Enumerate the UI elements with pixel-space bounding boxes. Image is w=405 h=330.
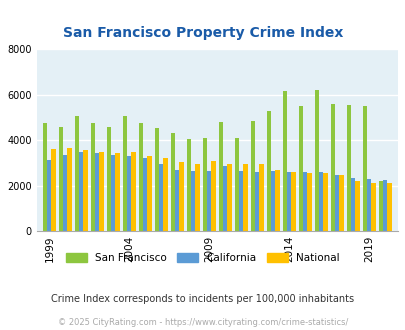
Bar: [179, 162, 183, 231]
Bar: [302, 172, 307, 231]
Bar: [339, 176, 343, 231]
Bar: [95, 153, 99, 231]
Bar: [99, 151, 104, 231]
Bar: [127, 156, 131, 231]
Bar: [271, 171, 275, 231]
Bar: [286, 172, 291, 231]
Bar: [147, 156, 151, 231]
Bar: [334, 176, 339, 231]
Bar: [111, 155, 115, 231]
Bar: [330, 104, 334, 231]
Bar: [366, 179, 370, 231]
Bar: [83, 150, 87, 231]
Bar: [307, 173, 311, 231]
Bar: [370, 183, 375, 231]
Bar: [63, 155, 67, 231]
Bar: [186, 139, 191, 231]
Bar: [59, 127, 63, 231]
Bar: [346, 105, 350, 231]
Bar: [175, 170, 179, 231]
Bar: [378, 181, 382, 231]
Bar: [318, 172, 322, 231]
Text: Crime Index corresponds to incidents per 100,000 inhabitants: Crime Index corresponds to incidents per…: [51, 294, 354, 304]
Bar: [51, 149, 55, 231]
Bar: [222, 166, 227, 231]
Bar: [291, 172, 295, 231]
Bar: [362, 106, 366, 231]
Bar: [282, 91, 286, 231]
Bar: [191, 171, 195, 231]
Bar: [154, 128, 159, 231]
Bar: [275, 170, 279, 231]
Bar: [243, 164, 247, 231]
Bar: [259, 164, 263, 231]
Bar: [386, 183, 390, 231]
Bar: [159, 164, 163, 231]
Bar: [139, 123, 143, 231]
Bar: [211, 161, 215, 231]
Bar: [47, 159, 51, 231]
Bar: [91, 123, 95, 231]
Bar: [195, 164, 199, 231]
Bar: [350, 178, 354, 231]
Bar: [107, 127, 111, 231]
Bar: [171, 133, 175, 231]
Bar: [143, 158, 147, 231]
Bar: [314, 90, 318, 231]
Bar: [218, 122, 222, 231]
Bar: [79, 151, 83, 231]
Bar: [322, 173, 327, 231]
Bar: [163, 158, 167, 231]
Bar: [354, 181, 359, 231]
Bar: [131, 151, 135, 231]
Bar: [122, 116, 127, 231]
Bar: [43, 123, 47, 231]
Bar: [234, 138, 239, 231]
Text: San Francisco Property Crime Index: San Francisco Property Crime Index: [63, 26, 342, 40]
Bar: [67, 148, 72, 231]
Bar: [254, 172, 259, 231]
Text: © 2025 CityRating.com - https://www.cityrating.com/crime-statistics/: © 2025 CityRating.com - https://www.city…: [58, 318, 347, 327]
Bar: [382, 180, 386, 231]
Bar: [239, 171, 243, 231]
Bar: [202, 138, 207, 231]
Bar: [75, 116, 79, 231]
Bar: [227, 164, 231, 231]
Legend: San Francisco, California, National: San Francisco, California, National: [62, 249, 343, 267]
Bar: [298, 106, 302, 231]
Bar: [115, 153, 119, 231]
Bar: [266, 111, 271, 231]
Bar: [207, 171, 211, 231]
Bar: [250, 121, 254, 231]
